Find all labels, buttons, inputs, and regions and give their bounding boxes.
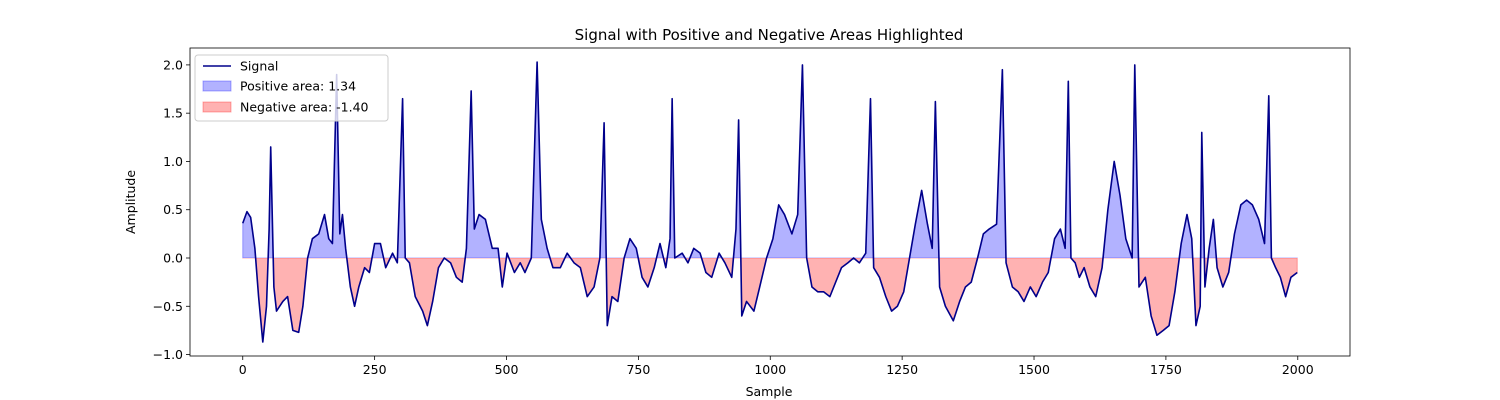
area-fill	[242, 61, 1298, 258]
x-tick-label: 1500	[1018, 362, 1050, 377]
x-tick-label: 1250	[886, 362, 918, 377]
legend-box	[194, 54, 389, 122]
x-tick-label: 500	[495, 362, 519, 377]
y-tick-label: −0.5	[153, 299, 183, 314]
y-axis-label: Amplitude	[123, 170, 138, 234]
x-tick-label: 250	[363, 362, 387, 377]
signal-line	[241, 61, 1298, 343]
x-tick-label: 1000	[754, 362, 786, 377]
x-tick-label: 750	[626, 362, 650, 377]
legend-swatch	[202, 80, 232, 92]
x-tick-label: 2000	[1282, 362, 1314, 377]
y-tick-label: 0.0	[163, 251, 183, 266]
legend-label: Positive area: 1.34	[240, 79, 356, 94]
legend-label: Negative area: -1.40	[240, 100, 369, 115]
y-tick-label: −1.0	[153, 347, 183, 362]
x-tick-label: 0	[239, 362, 247, 377]
x-tick-label: 1750	[1150, 362, 1182, 377]
x-axis-label: Sample	[746, 384, 793, 399]
y-tick-label: 1.5	[163, 106, 183, 121]
y-tick-label: 2.0	[163, 57, 183, 72]
y-tick-label: 0.5	[163, 202, 183, 217]
legend-label: Signal	[240, 59, 278, 74]
y-tick-label: 1.0	[163, 154, 183, 169]
chart-title: Signal with Positive and Negative Areas …	[575, 26, 964, 44]
legend-swatch	[202, 101, 232, 113]
